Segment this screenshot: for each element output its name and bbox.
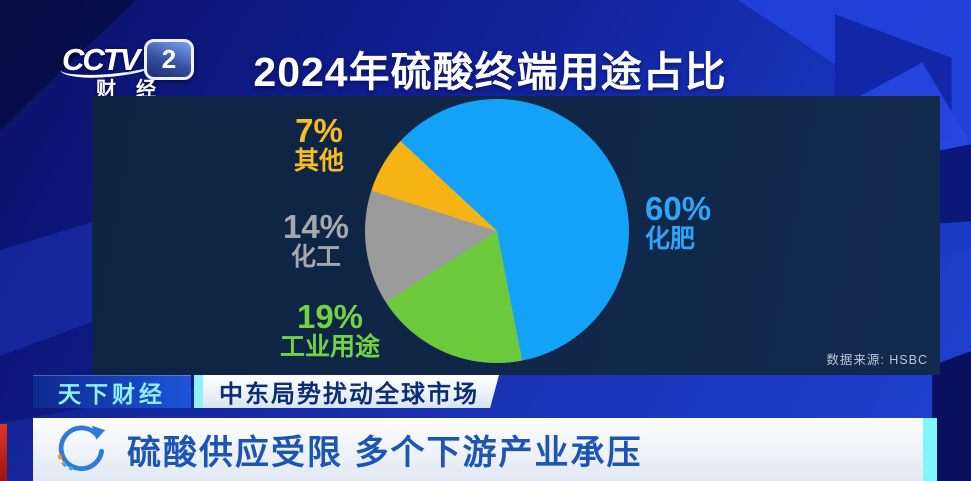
red-edge-accent (0, 424, 7, 481)
pie-label-chemical-percent: 14% (282, 208, 350, 245)
headline-bar-cyan-cap (923, 418, 937, 481)
pie-label-fertilizer-name: 化肥 (645, 225, 696, 254)
pie-chart (365, 99, 629, 363)
pie-label-other-percent: 7% (295, 112, 343, 149)
chart-panel: 7% 其他 14% 化工 19% 工业用途 60% 化肥 数据来源: HSBC (92, 96, 940, 375)
swirl-arrow-logo (57, 425, 106, 472)
pie-label-other-name: 其他 (293, 147, 344, 176)
ticker-row: 天下财经 中东局势扰动全球市场 (33, 375, 499, 408)
cctv-logo: CCTV 2 财经 (58, 22, 208, 101)
data-source-label: 数据来源: HSBC (826, 353, 928, 367)
channel-name-label: 财经 (96, 79, 176, 101)
headline-text: 硫酸供应受限 多个下游产业承压 (127, 434, 643, 472)
pie-label-fertilizer-percent: 60% (645, 190, 712, 227)
pie-label-chemical-name: 化工 (290, 243, 341, 272)
pie-label-other: 7% 其他 (260, 112, 378, 176)
topic-banner: 中东局势扰动全球市场 (203, 375, 499, 408)
cyan-separator (194, 375, 203, 408)
cctv-wordmark: CCTV (62, 42, 140, 77)
chart-title: 2024年硫酸终端用途占比 (253, 49, 727, 95)
program-badge: 天下财经 (33, 375, 191, 408)
pie-label-chemical: 14% 化工 (250, 208, 382, 272)
pie-label-industrial-percent: 19% (296, 298, 364, 335)
channel-number-badge: 2 (144, 39, 194, 80)
pie-label-industrial: 19% 工业用途 (242, 298, 418, 362)
pie-label-fertilizer: 60% 化肥 (645, 190, 805, 254)
pie-label-industrial-name: 工业用途 (279, 333, 380, 362)
headline-bar: 硫酸供应受限 多个下游产业承压 (33, 418, 923, 481)
